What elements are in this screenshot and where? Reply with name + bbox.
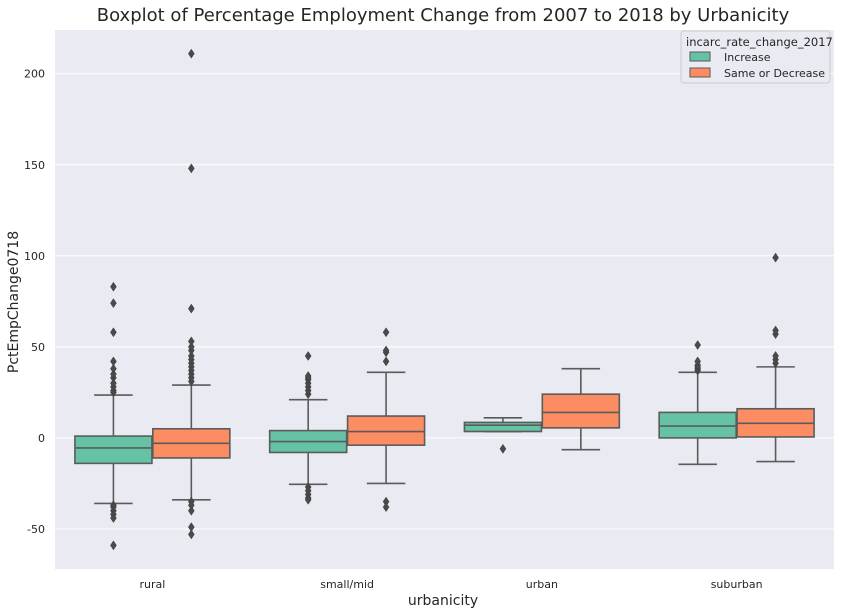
box-group <box>541 367 621 451</box>
flier-point <box>188 303 195 314</box>
x-tick-label: small/mid <box>320 578 374 591</box>
legend: incarc_rate_change_2017 Increase Same or… <box>680 30 833 84</box>
boxplot-marks <box>74 48 815 551</box>
flier-point <box>694 340 701 350</box>
flier-point <box>110 356 117 367</box>
legend-label-increase: Increase <box>724 51 771 64</box>
plot-background <box>55 30 834 569</box>
flier-point <box>110 369 117 380</box>
box-iqr <box>541 393 621 429</box>
y-tick-label: -50 <box>27 523 45 536</box>
y-tick-label: 0 <box>38 432 45 445</box>
x-axis-label: urbanicity <box>408 593 478 609</box>
x-tick-label: suburban <box>711 578 763 591</box>
x-tick-label: urban <box>526 578 558 591</box>
y-tick-label: 150 <box>24 159 45 172</box>
flier-point <box>772 252 779 263</box>
flier-point <box>188 505 195 516</box>
flier-point <box>188 341 195 352</box>
box-group <box>152 48 231 540</box>
flier-point <box>110 363 117 374</box>
flier-point <box>110 540 117 551</box>
legend-frame <box>680 30 831 84</box>
flier-point <box>772 325 779 336</box>
box-group <box>736 252 815 463</box>
legend-label-same-or-decrease: Same or Decrease <box>724 67 825 80</box>
y-tick-label: 200 <box>24 68 45 81</box>
box-iqr <box>346 415 426 446</box>
flier-point <box>110 378 117 389</box>
box-group <box>346 327 426 513</box>
box-iqr <box>74 435 153 465</box>
flier-point <box>694 356 701 367</box>
flier-point <box>382 345 390 356</box>
chart-title: Boxplot of Percentage Employment Change … <box>97 5 790 26</box>
flier-point <box>110 327 117 338</box>
legend-swatch-increase <box>689 51 711 62</box>
flier-point <box>188 350 195 361</box>
y-tick-labels: -50 0 50 100 150 200 <box>24 68 45 536</box>
flier-point <box>304 350 312 361</box>
flier-point <box>188 48 195 59</box>
flier-point <box>110 298 117 309</box>
x-tick-label: rural <box>139 578 165 591</box>
flier-point <box>772 350 779 361</box>
flier-point <box>499 443 507 454</box>
box-group <box>658 340 737 466</box>
flier-point <box>382 502 390 513</box>
y-tick-label: 50 <box>31 341 45 354</box>
flier-point <box>188 163 195 174</box>
box-group <box>463 417 543 454</box>
flier-point <box>110 513 117 523</box>
box-group <box>74 281 153 551</box>
box-iqr <box>658 411 737 439</box>
flier-point <box>304 494 312 505</box>
flier-point <box>382 356 390 367</box>
flier-point <box>110 281 117 292</box>
flier-point <box>304 371 312 381</box>
box-iqr <box>463 421 543 433</box>
box-group <box>268 350 348 505</box>
x-tick-labels: rural small/mid urban suburban <box>139 578 762 591</box>
flier-point <box>188 529 195 540</box>
flier-point <box>188 336 195 347</box>
y-axis-label: PctEmpChange0718 <box>6 231 22 373</box>
flier-point <box>382 327 390 338</box>
y-tick-label: 100 <box>24 250 45 263</box>
legend-swatch-same-or-decrease <box>689 67 711 78</box>
legend-title: incarc_rate_change_2017 <box>686 35 833 49</box>
